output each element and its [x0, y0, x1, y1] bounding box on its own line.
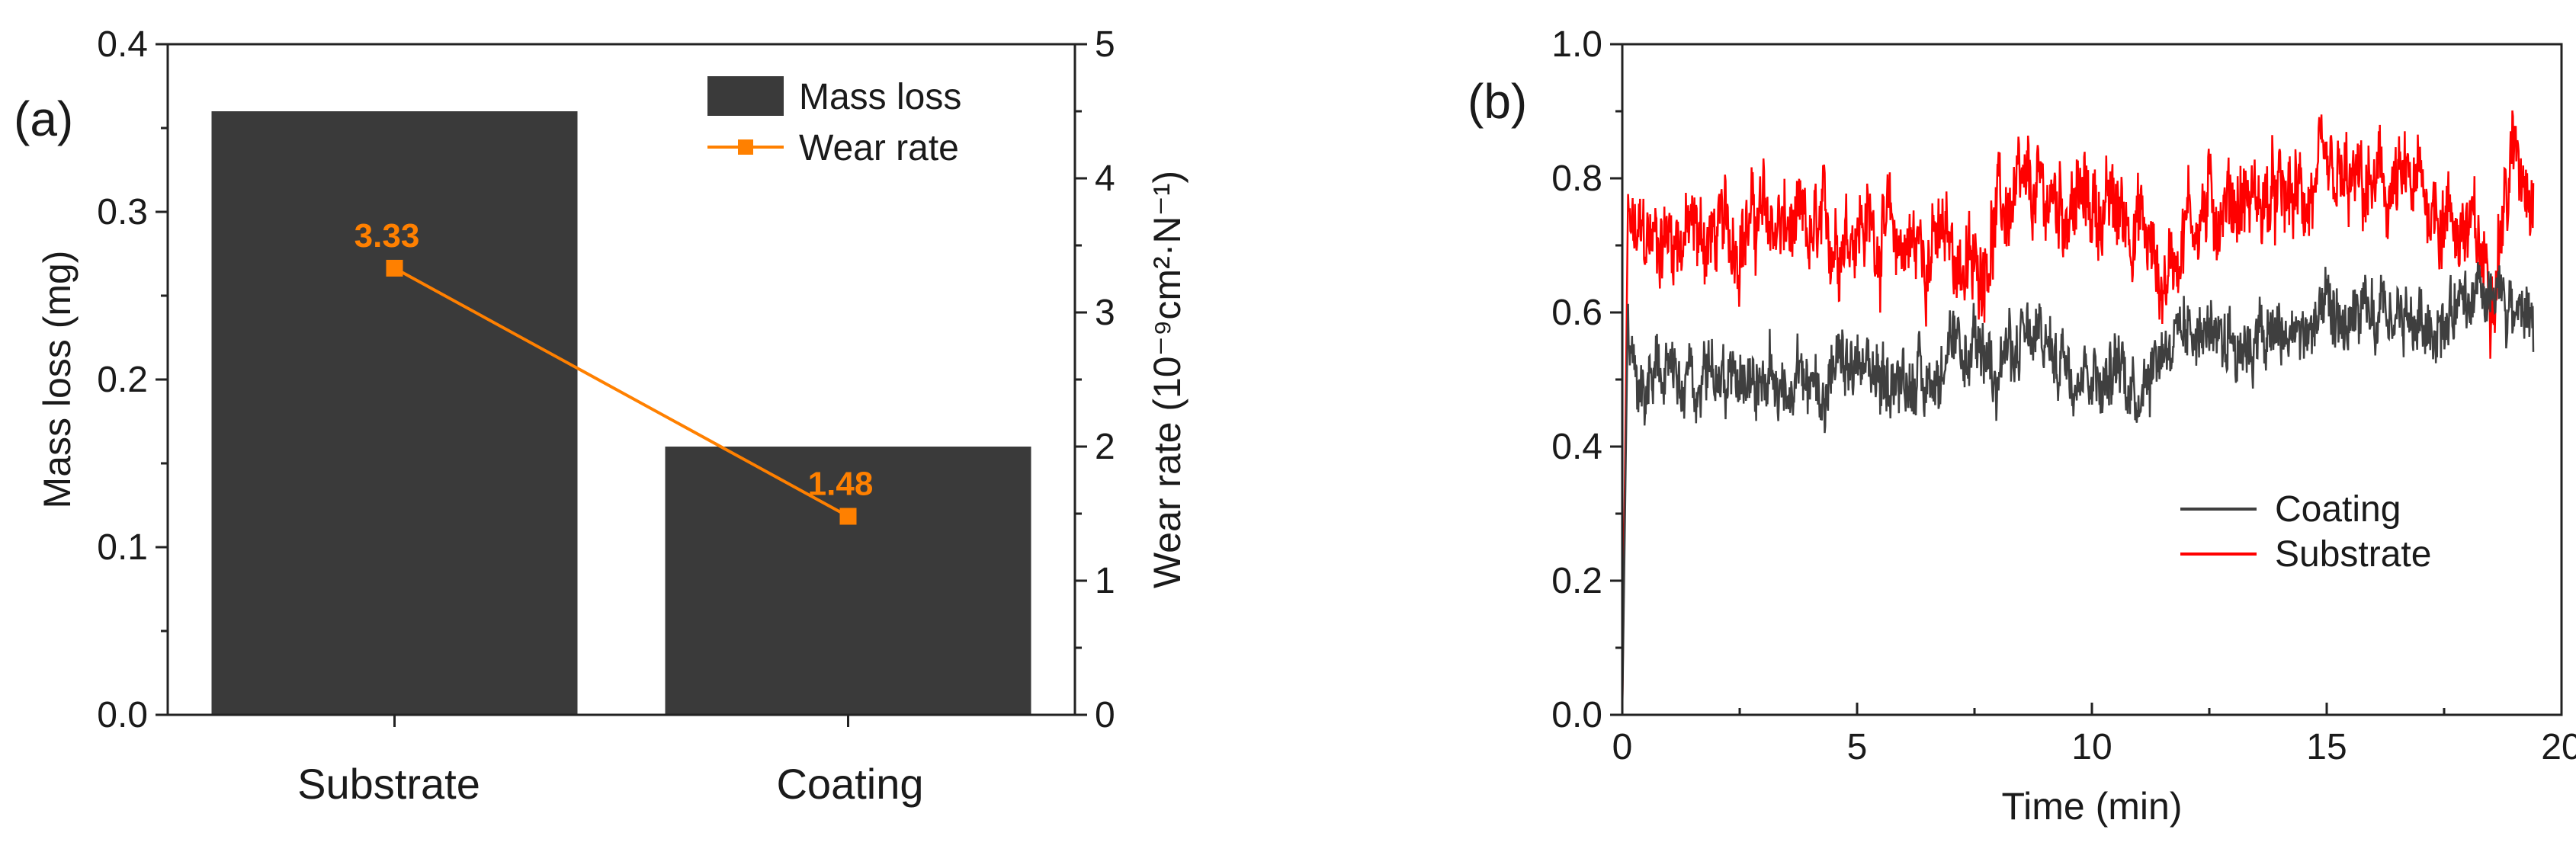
right-tick-label: 0: [1095, 695, 1115, 735]
right-tick-label: 4: [1095, 159, 1115, 199]
panel-b-lines: [1621, 110, 2535, 716]
right-tick-label: 3: [1095, 293, 1115, 333]
left-tick-label: 0.2: [97, 360, 148, 400]
left-tick-label: 0.1: [97, 527, 148, 568]
y-tick-label: 0.6: [1551, 293, 1602, 333]
wear-rate-marker-substrate: [386, 259, 403, 277]
left-axis-label: Mass loss (mg): [36, 251, 79, 509]
panel-b-legend: Coating Substrate: [2180, 489, 2431, 575]
panel-b-label: (b): [1468, 74, 1527, 129]
trace-coating: [1621, 261, 2535, 716]
y-tick-label: 1.0: [1551, 24, 1602, 65]
panel-a: (a) 0.0 0.1 0.2 0.3 0.4 0 1 2 3 4 5 3.33 1.48 Subst…: [14, 24, 1189, 808]
x-axis-label: Time (min): [2001, 785, 2182, 828]
legend-label-substrate: Substrate: [2275, 534, 2431, 575]
legend-swatch-mass-loss: [707, 76, 784, 116]
legend-label-mass-loss: Mass loss: [799, 77, 961, 117]
x-tick-label: 0: [1612, 727, 1633, 767]
right-tick-label: 5: [1095, 24, 1115, 65]
trace-substrate: [1621, 110, 2535, 716]
right-tick-label: 2: [1095, 427, 1115, 467]
y-tick-label: 0.0: [1551, 695, 1602, 735]
bar-mass-loss-coating: [665, 447, 1031, 715]
x-tick-label: 20: [2541, 727, 2576, 767]
y-tick-label: 0.4: [1551, 427, 1602, 467]
legend-label-coating: Coating: [2275, 489, 2401, 530]
category-label-substrate: Substrate: [297, 760, 480, 808]
y-tick-label: 0.8: [1551, 159, 1602, 199]
x-tick-label: 15: [2306, 727, 2347, 767]
panel-b: (b) 0 5 10 15 20 0.0 0.2 0.4 0.6 0.8 1.0 Time (min…: [1468, 24, 2576, 828]
panel-a-legend: Mass loss Wear rate: [707, 76, 961, 168]
y-tick-label: 0.2: [1551, 561, 1602, 601]
x-tick-label: 5: [1847, 727, 1868, 767]
panel-a-bars: [211, 111, 1031, 715]
left-tick-label: 0.4: [97, 24, 148, 65]
left-tick-label: 0.0: [97, 695, 148, 735]
right-axis-label: Wear rate (10⁻⁹cm²·N⁻¹): [1146, 171, 1189, 588]
right-tick-label: 1: [1095, 561, 1115, 601]
legend-swatch-wear-rate-marker: [738, 139, 753, 155]
wear-rate-data-label: 3.33: [354, 217, 420, 255]
bar-mass-loss-substrate: [211, 111, 578, 715]
panel-a-label: (a): [14, 91, 73, 146]
wear-rate-marker-coating: [839, 508, 857, 525]
wear-rate-data-label: 1.48: [808, 466, 874, 503]
wear-rate-line: [393, 267, 849, 518]
legend-label-wear-rate: Wear rate: [799, 128, 959, 168]
category-label-coating: Coating: [776, 760, 923, 808]
left-tick-label: 0.3: [97, 192, 148, 232]
x-tick-label: 10: [2071, 727, 2112, 767]
